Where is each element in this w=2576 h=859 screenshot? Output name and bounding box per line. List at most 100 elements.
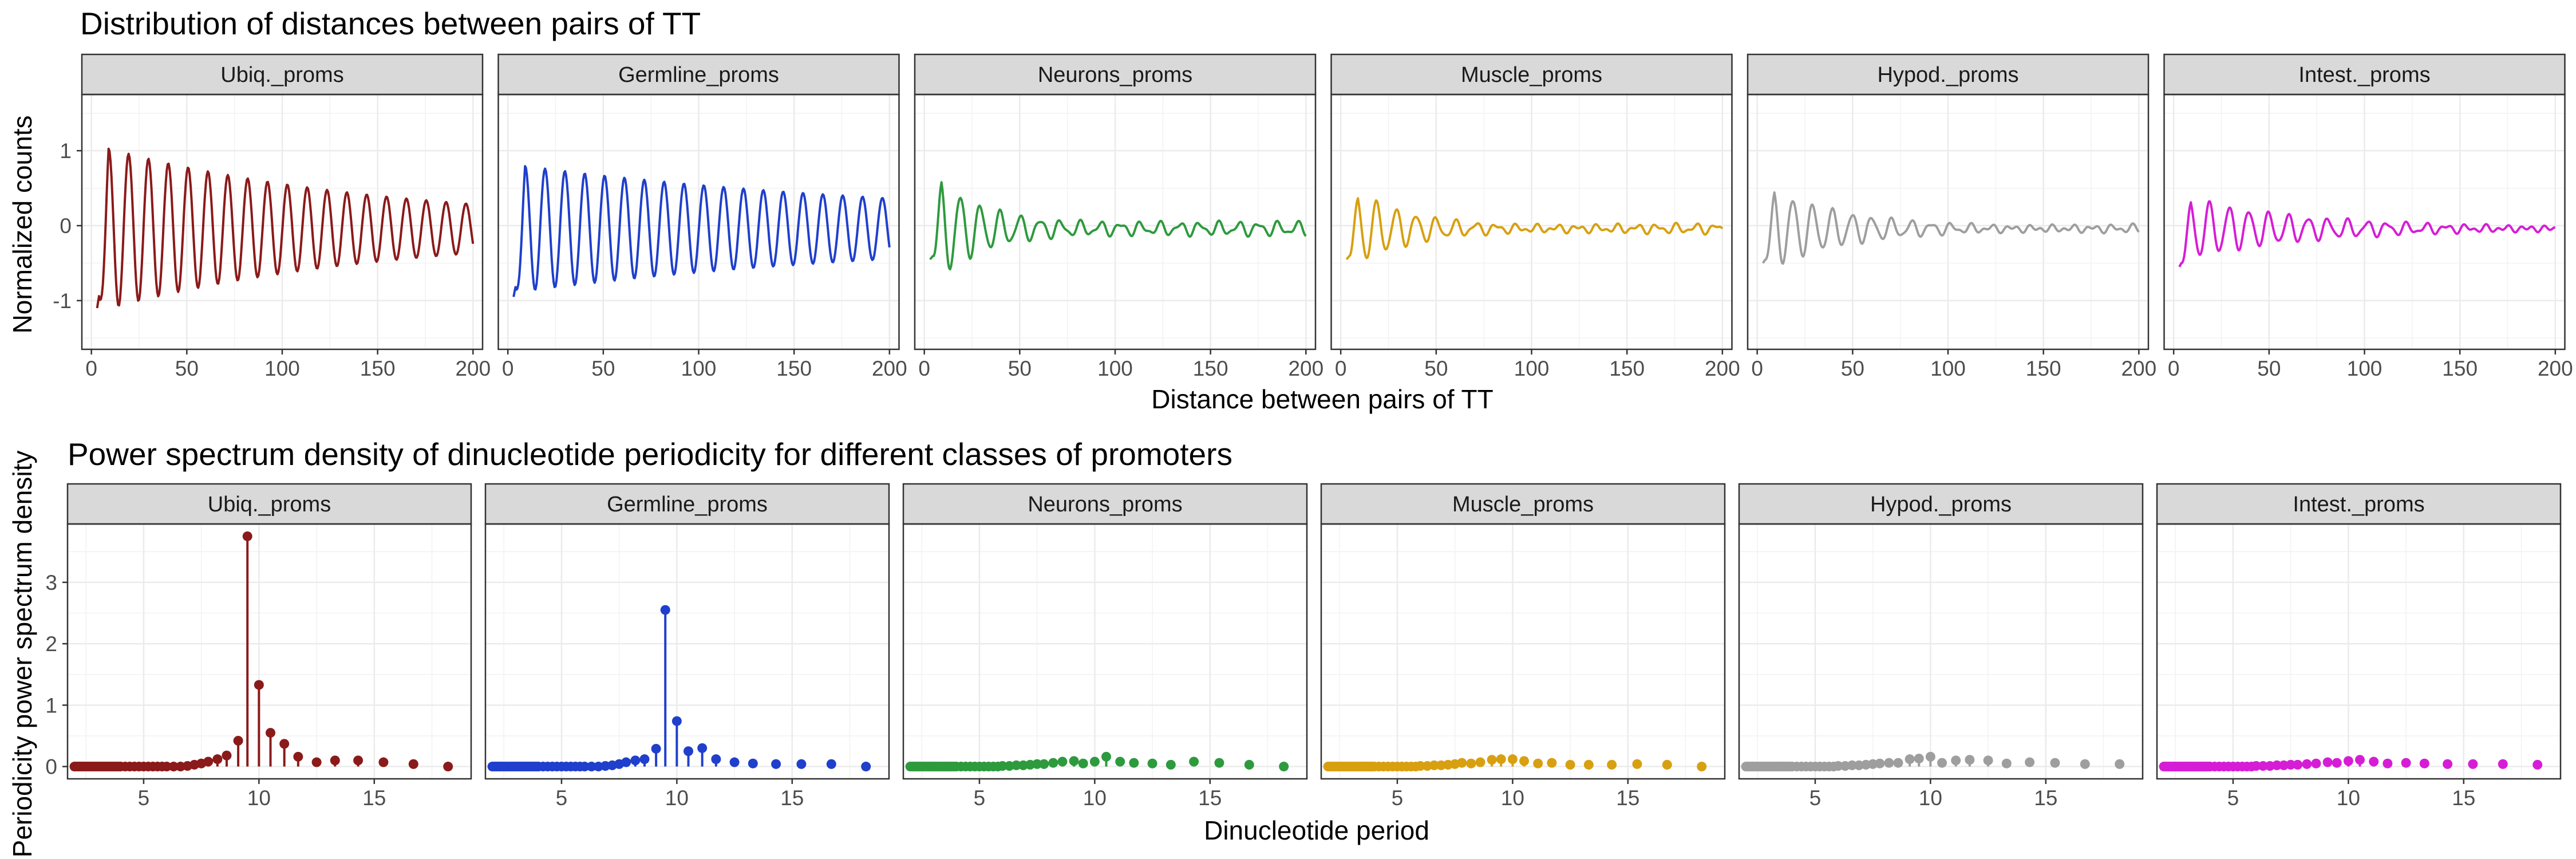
lollipop-point [660,605,670,615]
bottom-x-axis-label: Dinucleotide period [1204,815,1429,845]
lollipop-point [2401,758,2411,768]
x-tick-label: 5 [1392,786,1404,810]
lollipop-point [1833,761,1843,771]
x-tick-label: 0 [502,357,514,380]
grid-layer [68,94,2565,779]
lollipop-point [2001,758,2012,769]
lollipop-point [2293,759,2303,770]
lollipop-point [2498,759,2508,769]
lollipop-point [212,754,223,765]
facet-label: Germline_proms [618,63,779,87]
lollipop-point [1039,759,1049,769]
lollipop-point [1057,756,1068,767]
lollipop-point [1429,760,1439,770]
lollipop-point [1914,754,1924,764]
facet-panel-bg [1739,524,2143,779]
lollipop-point [1697,762,1707,772]
x-tick-label: 10 [247,786,271,810]
lollipop-point [1487,755,1497,765]
x-tick-label: 100 [681,357,717,380]
lollipop-point [1011,760,1021,770]
x-tick-label: 50 [1841,357,1864,380]
x-tick-label: 200 [2121,357,2156,380]
series-line-Neurons_proms [929,181,1307,271]
lollipop-point [2419,758,2429,769]
x-tick-label: 50 [1008,357,1032,380]
facet-label: Muscle_proms [1461,63,1602,87]
lollipop-point [203,756,214,767]
lollipop-point [311,757,322,767]
facet-panel-bg [485,524,889,779]
x-tick-label: 150 [2442,357,2478,380]
lollipop-point [1115,756,1125,767]
lollipop-point [2025,757,2035,767]
x-tick-label: 15 [780,786,804,810]
lollipop-point [2322,757,2333,767]
x-tick-label: 10 [1501,786,1524,810]
lollipop-point [2383,758,2393,769]
lollipop-point [1475,757,1485,767]
lollipop-point [1951,755,1961,766]
lollipop-point [2271,760,2282,770]
lollipop-point [1884,758,1894,768]
lollipop-point [771,759,781,769]
lollipop-point [2311,758,2321,769]
series-line-Hypod._proms [1761,191,2140,265]
marks-layer [69,147,2556,772]
facet-label: Germline_proms [607,492,768,517]
lollipop-point [330,755,340,766]
lollipop-point [2258,761,2268,771]
x-tick-label: 50 [1424,357,1448,380]
lollipop-point [1533,758,1543,769]
lollipop-point [279,739,290,749]
lollipop-point [1507,754,1518,765]
lollipop-point [2286,759,2296,770]
lollipop-point [222,750,232,761]
y-tick-label: 0 [45,755,57,779]
bottom-y-axis-label: Periodicity power spectrum density [7,451,37,858]
x-tick-label: 100 [264,357,300,380]
x-tick-label: 150 [1193,357,1228,380]
x-tick-label: 100 [1097,357,1133,380]
facet-panel-bg [2157,524,2561,779]
facet-panel-border [1738,523,2144,780]
x-tick-label: 15 [2034,786,2057,810]
facet-strip-bottom-5 [2156,483,2562,525]
lollipop-point [1069,756,1079,766]
facet-panel-border [1320,523,1726,780]
lollipop-point [1147,758,1157,769]
bottom-chart-title: Power spectrum density of dinucleotide p… [68,436,1232,472]
y-tick-label: 0 [60,214,72,238]
x-tick-label: 200 [872,357,907,380]
lollipop-point [861,762,871,772]
lollipop-point [266,728,276,738]
facet-strip-top-2 [914,53,1317,96]
x-tick-label: 0 [918,357,930,380]
facet-label: Neurons_proms [1028,492,1182,517]
lollipop-point [1165,759,1176,770]
facet-strip-bottom-3 [1320,483,1726,525]
lollipop-point [1244,759,1254,770]
x-tick-label: 10 [665,786,689,810]
x-tick-label: 200 [1705,357,1740,380]
lollipop-point [1983,755,1993,766]
lollipop-point [1129,758,1139,768]
lollipop-point [242,531,252,541]
x-tick-label: 150 [2026,357,2061,380]
x-tick-label: 200 [2538,357,2573,380]
x-tick-label: 15 [2452,786,2475,810]
lollipop-point [579,762,590,772]
lollipop-point [1101,751,1112,762]
facet-strip-top-5 [2163,53,2566,96]
facet-strip-bottom-4 [1738,483,2144,525]
lollipop-point [826,759,836,769]
lollipop-point [408,759,418,769]
facet-strip-top-0 [81,53,484,96]
lollipop-point [621,757,631,767]
x-tick-label: 15 [1616,786,1639,810]
x-tick-label: 5 [138,786,150,810]
x-tick-label: 0 [1335,357,1347,380]
lollipop-point [1189,756,1199,767]
lollipop-point [1496,754,1506,765]
y-tick-label: -1 [53,289,72,313]
